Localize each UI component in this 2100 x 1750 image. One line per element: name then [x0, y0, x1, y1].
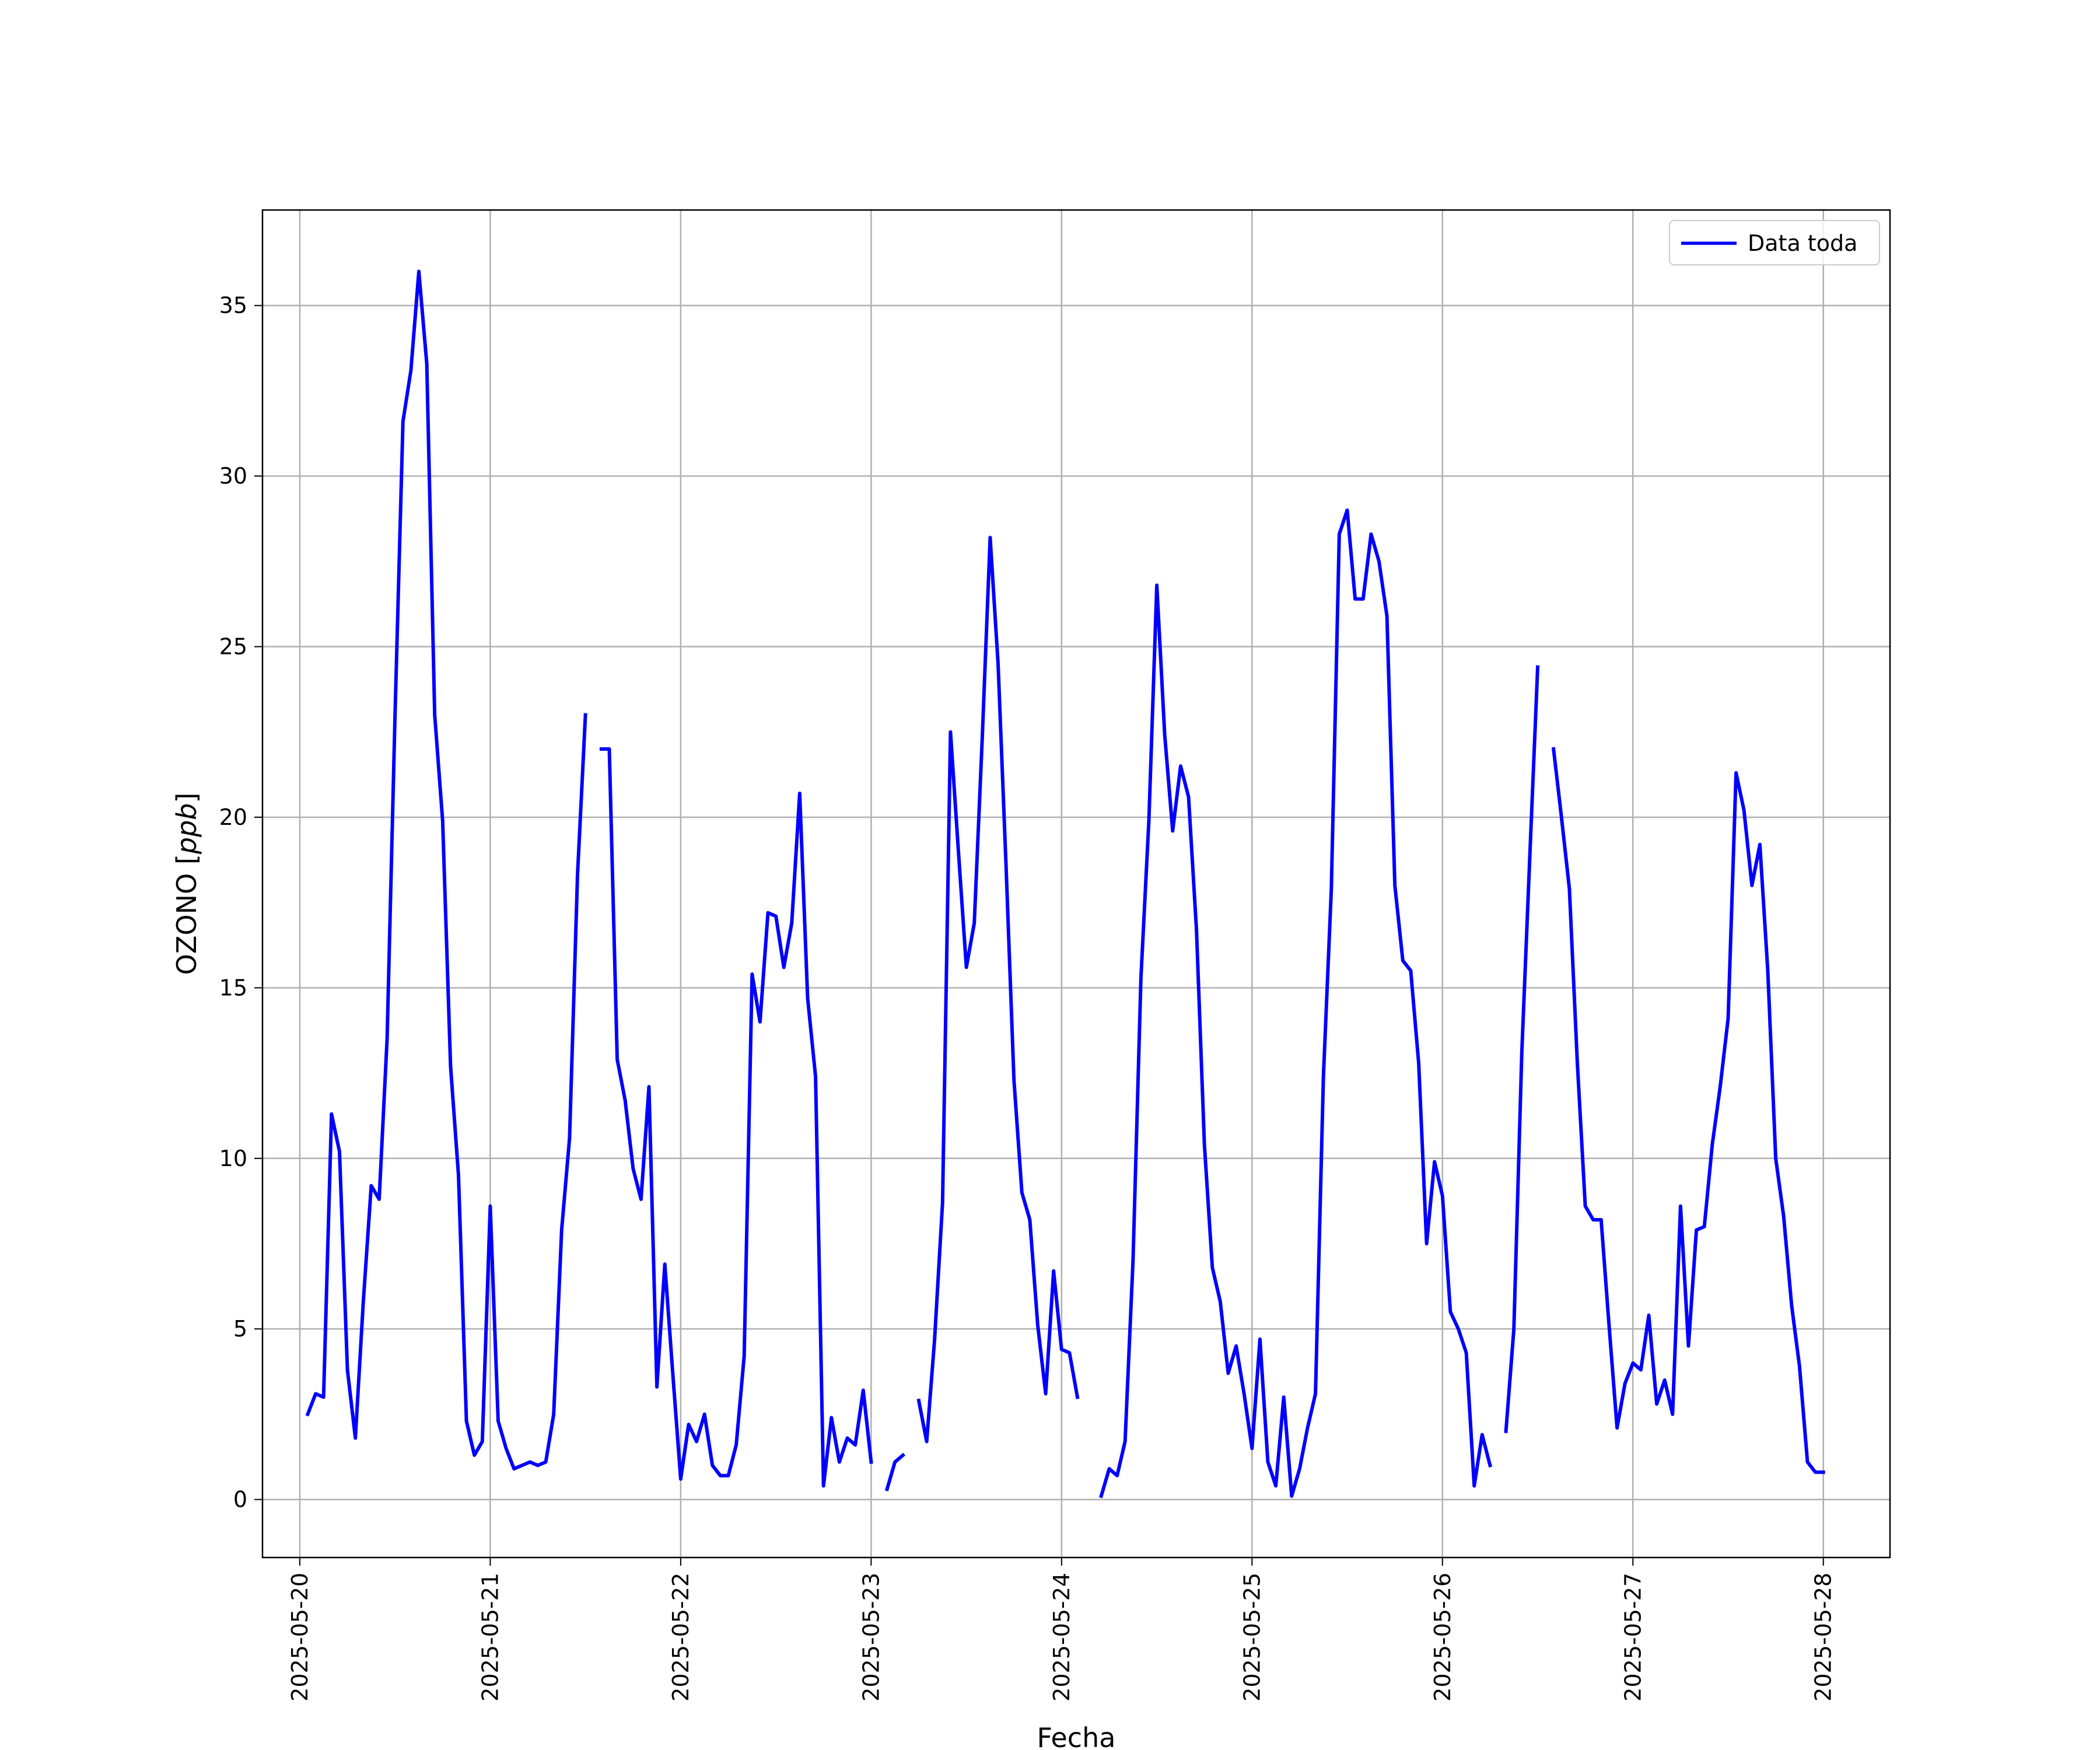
y-tick-label: 30 — [219, 463, 247, 489]
series-line-0 — [305, 270, 1825, 1499]
grid-lines — [262, 210, 1890, 1558]
legend-box — [1669, 220, 1880, 265]
y-tick-label: 25 — [219, 634, 247, 660]
x-tick-label: 2025-05-20 — [287, 1573, 313, 1702]
plot-area-frame — [261, 209, 1891, 1559]
y-axis-label-prefix: OZONO [ — [171, 854, 202, 975]
legend: Data toda — [1669, 220, 1880, 265]
y-tick-label: 35 — [219, 293, 247, 318]
x-tick-label: 2025-05-27 — [1620, 1573, 1646, 1702]
x-tick-label: 2025-05-28 — [1811, 1573, 1836, 1702]
legend-label-data-toda: Data toda — [1748, 230, 1857, 256]
x-tick-label: 2025-05-26 — [1430, 1573, 1455, 1702]
x-tick-label: 2025-05-23 — [858, 1573, 884, 1702]
x-axis-label: Fecha — [1037, 1722, 1116, 1750]
y-tick-label: 20 — [219, 804, 247, 830]
x-tick-label: 2025-05-21 — [477, 1573, 503, 1702]
y-axis-ticks: 0 5 10 15 20 25 30 35 — [219, 293, 262, 1513]
x-tick-label: 2025-05-22 — [668, 1573, 694, 1702]
y-tick-label: 15 — [219, 975, 247, 1000]
y-tick-label: 0 — [233, 1487, 247, 1513]
x-axis-ticks: 2025-05-20 2025-05-21 2025-05-22 2025-05-23… — [287, 1558, 1836, 1702]
y-axis-label-suffix: ] — [171, 793, 202, 803]
series-lines — [305, 270, 1825, 1499]
y-tick-label: 5 — [233, 1316, 247, 1342]
x-tick-label: 2025-05-24 — [1049, 1573, 1074, 1702]
x-tick-label: 2025-05-25 — [1239, 1573, 1265, 1702]
y-axis-label-unit: ppb — [171, 803, 202, 855]
y-axis-label: OZONO [ppb] — [171, 793, 202, 975]
y-tick-label: 10 — [219, 1146, 247, 1171]
